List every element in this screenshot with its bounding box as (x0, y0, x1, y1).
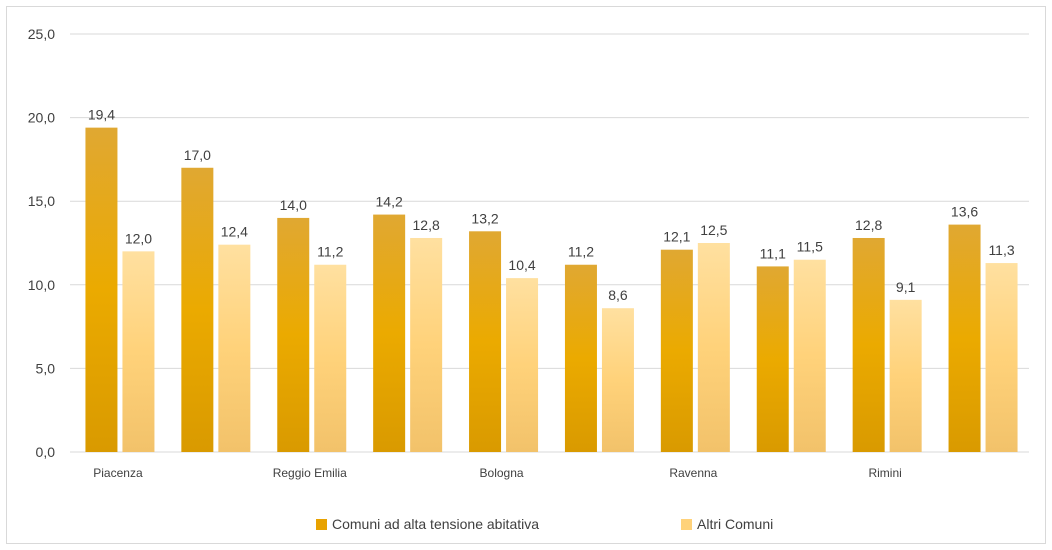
legend-swatch (316, 519, 327, 530)
y-tick-label: 0,0 (36, 444, 56, 460)
bar (889, 299, 922, 452)
bar (852, 237, 885, 452)
data-label: 12,0 (125, 230, 152, 246)
data-label: 12,5 (700, 222, 727, 238)
y-tick-label: 20,0 (28, 110, 55, 126)
y-tick-label: 15,0 (28, 193, 55, 209)
bar (277, 217, 310, 452)
data-label: 10,4 (508, 257, 535, 273)
data-label: 12,1 (663, 229, 690, 245)
bar (314, 264, 347, 452)
data-label: 14,0 (280, 197, 307, 213)
data-label: 11,2 (317, 244, 343, 260)
y-tick-label: 10,0 (28, 277, 55, 293)
y-tick-label: 25,0 (28, 26, 55, 42)
bar (601, 308, 634, 452)
data-label: 11,1 (760, 245, 786, 261)
bar (469, 231, 502, 452)
category-label: Reggio Emilia (273, 466, 347, 480)
data-label: 9,1 (896, 279, 916, 295)
chart-frame: 0,0 5,0 10,0 15,0 20,0 25,0 19,4 12,0 Piacenza 17… (6, 6, 1046, 544)
bar (756, 266, 789, 452)
bar (564, 264, 597, 452)
data-label: 12,8 (413, 217, 440, 233)
data-label: 13,2 (471, 210, 498, 226)
data-label: 14,2 (376, 194, 403, 210)
category-label: Bologna (480, 466, 524, 480)
legend-label: Comuni ad alta tensione abitativa (332, 516, 539, 532)
bar (793, 259, 826, 452)
y-tick-label: 5,0 (36, 360, 56, 376)
legend-item: Comuni ad alta tensione abitativa (316, 516, 539, 532)
data-label: 11,2 (568, 244, 594, 260)
category-label: Rimini (868, 466, 901, 480)
data-label: 17,0 (184, 147, 211, 163)
data-label: 19,4 (88, 107, 115, 123)
bar (410, 237, 443, 452)
bar-chart: 0,0 5,0 10,0 15,0 20,0 25,0 19,4 12,0 Piacenza 17… (28, 26, 1029, 532)
legend-label: Altri Comuni (697, 516, 773, 532)
legend-swatch (681, 519, 692, 530)
bar (948, 224, 981, 452)
bar (660, 249, 693, 452)
bar (506, 278, 539, 452)
bar (697, 243, 730, 452)
bar (85, 127, 118, 452)
legend-item: Altri Comuni (681, 516, 773, 532)
data-label: 12,8 (855, 217, 882, 233)
bar (218, 244, 251, 452)
bar (373, 214, 406, 452)
category-label: Ravenna (669, 466, 717, 480)
data-label: 13,6 (951, 204, 978, 220)
data-label: 11,5 (797, 239, 823, 255)
category-label: Piacenza (93, 466, 143, 480)
bar (985, 263, 1018, 452)
data-label: 8,6 (608, 287, 628, 303)
data-label: 11,3 (988, 242, 1014, 258)
data-label: 12,4 (221, 224, 248, 240)
bar (181, 167, 214, 452)
bar (122, 251, 155, 452)
